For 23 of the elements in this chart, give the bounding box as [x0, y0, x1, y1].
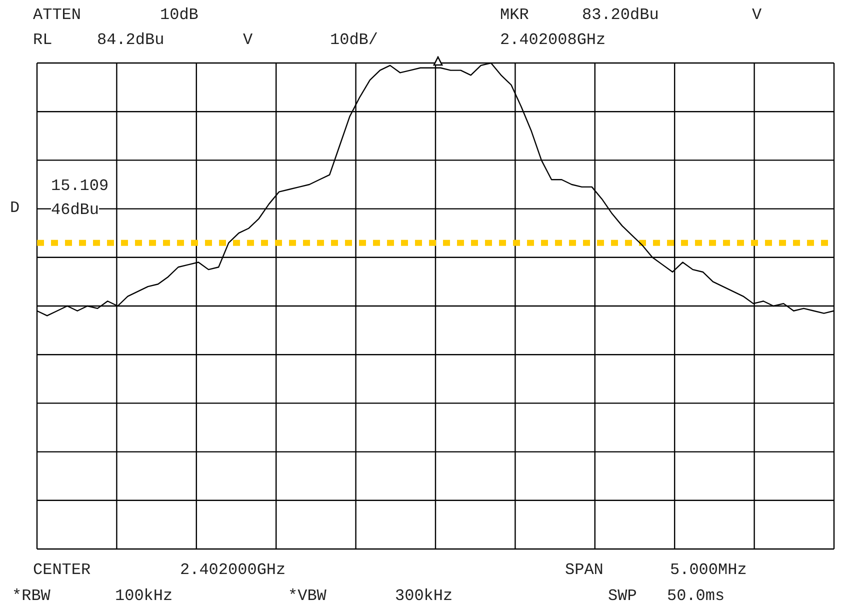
- text: CENTER: [33, 561, 91, 579]
- ref-line-label: D: [10, 199, 20, 217]
- text: 10dB/: [330, 31, 378, 49]
- annotation: 15.109: [51, 177, 109, 195]
- text: RL: [33, 31, 52, 49]
- text: 50.0ms: [667, 587, 725, 605]
- text: V: [752, 6, 762, 24]
- text: SPAN: [565, 561, 604, 579]
- text: ATTEN: [33, 6, 82, 24]
- text: 83.20dBu: [582, 6, 659, 24]
- text: MKR: [500, 6, 529, 24]
- text: 84.2dBu: [97, 31, 164, 49]
- text: 5.000MHz: [670, 561, 747, 579]
- text: 300kHz: [395, 587, 453, 605]
- text: 100kHz: [115, 587, 173, 605]
- text: 2.402008GHz: [500, 31, 606, 49]
- text: 10dB: [160, 6, 198, 24]
- text: *VBW: [288, 587, 326, 605]
- text: 2.402000GHz: [180, 561, 286, 579]
- text: SWP: [608, 587, 637, 605]
- annotation: 46dBu: [51, 201, 100, 219]
- text: V: [243, 31, 253, 49]
- text: *RBW: [12, 587, 50, 605]
